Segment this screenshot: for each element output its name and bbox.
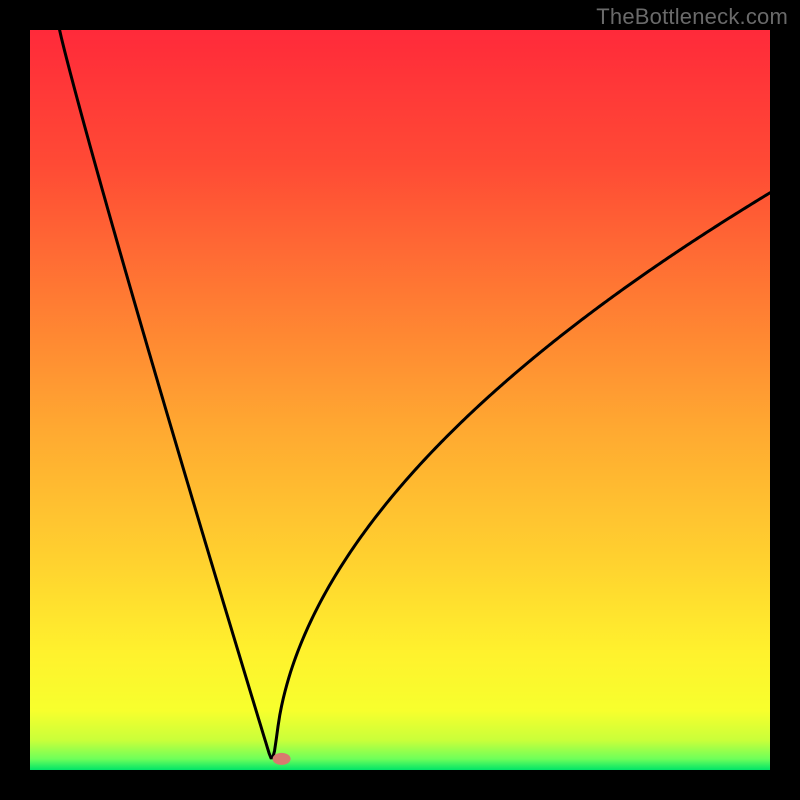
bottleneck-curve <box>30 30 770 770</box>
watermark-text: TheBottleneck.com <box>596 4 788 30</box>
minimum-marker <box>273 753 291 765</box>
curve-path <box>60 30 770 758</box>
border-bottom <box>0 770 800 800</box>
border-right <box>770 0 800 800</box>
border-left <box>0 0 30 800</box>
chart-frame: TheBottleneck.com <box>0 0 800 800</box>
